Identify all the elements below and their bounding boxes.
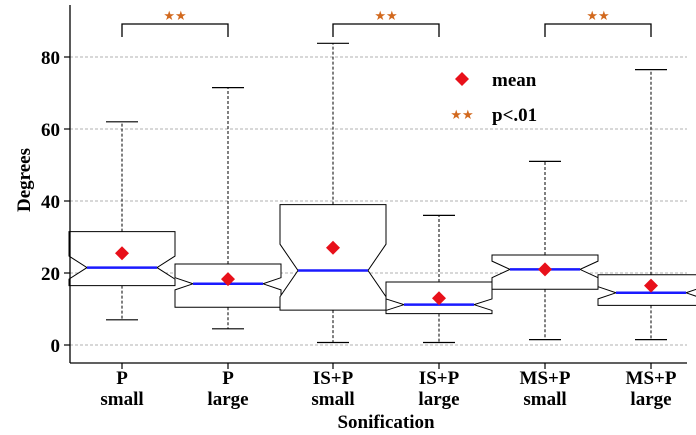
significance-stars: ★★ (374, 9, 397, 24)
x-tick-label: large (418, 389, 459, 410)
x-tick-label: small (523, 389, 566, 410)
mean-marker (326, 240, 340, 255)
legend: mean p<.01 ★★ (450, 70, 537, 126)
boxes (68, 42, 696, 344)
y-tick-label: 40 (41, 192, 60, 213)
mean-marker (221, 272, 235, 287)
mean-marker (115, 246, 129, 261)
y-tick-label: 0 (51, 336, 61, 357)
legend-mean-marker (455, 72, 469, 86)
legend-stars-marker: ★★ (450, 108, 473, 123)
mean-marker (432, 291, 446, 306)
x-tick-label: MS+P (626, 368, 677, 389)
y-tick-label: 60 (41, 120, 60, 141)
x-tick-label: large (207, 389, 248, 410)
x-tick-label: IS+P (419, 368, 460, 389)
axes: 020406080PsmallPlargeIS+PsmallIS+PlargeM… (41, 5, 687, 410)
x-tick-label: P (222, 368, 234, 389)
box (279, 204, 387, 311)
mean-marker (644, 278, 658, 293)
significance-stars: ★★ (586, 9, 609, 24)
significance-bracket (332, 23, 440, 37)
significance-bracket (544, 23, 652, 37)
x-tick-label: P (116, 368, 128, 389)
y-tick-label: 80 (41, 48, 60, 69)
significance-brackets: ★★ ★★ ★★ (121, 9, 652, 37)
x-tick-label: small (311, 389, 354, 410)
legend-label-mean: mean (492, 70, 537, 91)
y-axis-label: Degrees (14, 148, 35, 212)
significance-bracket (121, 23, 229, 37)
legend-label-p: p<.01 (492, 105, 537, 126)
y-tick-label: 20 (41, 264, 60, 285)
grid-lines (70, 56, 687, 346)
x-tick-label: MS+P (520, 368, 571, 389)
x-tick-label: IS+P (313, 368, 354, 389)
x-tick-label: small (100, 389, 143, 410)
significance-stars: ★★ (163, 9, 186, 24)
x-axis-label: Sonification (337, 412, 435, 433)
mean-marker (538, 262, 552, 277)
x-tick-label: large (630, 389, 671, 410)
box (597, 274, 696, 306)
